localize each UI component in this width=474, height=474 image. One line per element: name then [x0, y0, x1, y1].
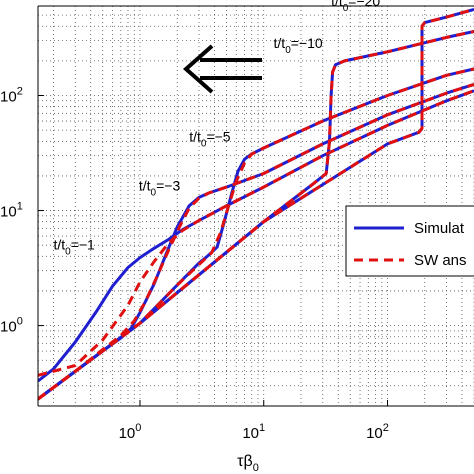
- y-tick-label: 101: [0, 201, 23, 221]
- tick-labels: 100 101 102 100 101 102: [0, 86, 389, 442]
- left-arrow-icon: [182, 44, 262, 94]
- legend-label: SW ans: [414, 252, 467, 269]
- legend: Simulat SW ans: [345, 205, 474, 277]
- arrow-shape: [182, 44, 262, 94]
- plot-frame: [37, 5, 474, 407]
- curve-annotation: t/t0=−20: [331, 0, 380, 14]
- sw-series-line: [38, 82, 474, 401]
- legend-label: Simulat: [414, 220, 465, 237]
- curve-annotation: t/t0=−10: [274, 35, 323, 56]
- x-axis-label: τβ0: [237, 453, 259, 474]
- annotations: t/t0=−20 t/t0=−10 t/t0=−5 t/t0=−3 t/t0=−1: [53, 0, 380, 257]
- legend-box: [345, 205, 474, 277]
- curve-annotation: t/t0=−3: [139, 177, 181, 198]
- x-tick-label: 102: [366, 422, 389, 442]
- x-tick-label: 100: [119, 422, 142, 442]
- sw-series-line: [38, 89, 474, 377]
- curve-annotation: t/t0=−1: [53, 236, 95, 257]
- sw-series-line: [38, 7, 474, 401]
- series-group: [38, 7, 474, 401]
- x-axis-label-text: τβ0: [237, 453, 259, 474]
- sw-series-line: [38, 67, 474, 401]
- y-tick-label: 102: [0, 86, 23, 106]
- y-tick-label: 100: [0, 316, 23, 336]
- x-tick-label: 101: [242, 422, 265, 442]
- curve-annotation: t/t0=−5: [189, 128, 231, 149]
